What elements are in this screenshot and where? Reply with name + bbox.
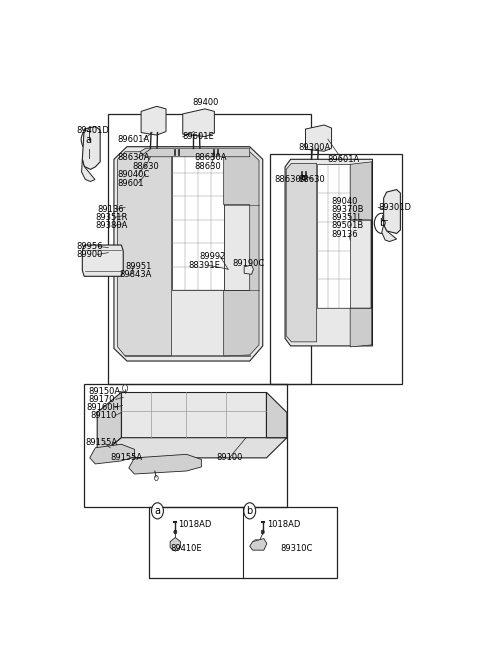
Polygon shape — [118, 152, 172, 356]
Polygon shape — [285, 159, 372, 346]
Polygon shape — [97, 392, 121, 458]
Text: 89136: 89136 — [332, 231, 358, 240]
Circle shape — [152, 503, 163, 519]
Circle shape — [226, 266, 230, 272]
Polygon shape — [141, 106, 166, 135]
Text: 89040C: 89040C — [118, 170, 150, 179]
Text: 89601: 89601 — [118, 179, 144, 187]
Polygon shape — [121, 392, 266, 438]
Text: 1018AD: 1018AD — [178, 521, 212, 529]
Text: b: b — [247, 506, 253, 516]
Text: 89100: 89100 — [216, 453, 242, 462]
Polygon shape — [286, 163, 317, 342]
Text: 1018AD: 1018AD — [267, 521, 301, 529]
Polygon shape — [97, 438, 287, 458]
Text: 89992: 89992 — [200, 252, 226, 261]
Polygon shape — [224, 149, 259, 356]
Polygon shape — [83, 245, 123, 276]
Text: 89150A: 89150A — [88, 387, 120, 396]
Polygon shape — [382, 225, 396, 242]
Ellipse shape — [172, 542, 179, 548]
Text: 88391E: 88391E — [188, 261, 220, 270]
Text: 89951: 89951 — [125, 262, 152, 271]
Text: 89501B: 89501B — [332, 221, 364, 230]
Text: 88630A: 88630A — [194, 153, 227, 162]
Polygon shape — [140, 148, 250, 157]
Ellipse shape — [253, 540, 264, 550]
Bar — [84, 384, 287, 507]
Bar — [108, 114, 311, 384]
Text: 89370B: 89370B — [332, 205, 364, 214]
Bar — [149, 507, 337, 578]
Polygon shape — [125, 355, 250, 356]
Text: 89170: 89170 — [88, 395, 114, 404]
Circle shape — [130, 272, 133, 277]
Circle shape — [174, 530, 177, 534]
Polygon shape — [114, 147, 263, 361]
Text: 89190C: 89190C — [232, 259, 264, 268]
Polygon shape — [129, 455, 202, 474]
Text: 89900: 89900 — [77, 250, 103, 259]
Text: 89300A: 89300A — [298, 143, 330, 152]
Polygon shape — [266, 392, 287, 438]
Text: 89155A: 89155A — [85, 438, 118, 447]
Circle shape — [155, 476, 158, 481]
Text: 88630A: 88630A — [274, 175, 306, 184]
Text: 89601E: 89601E — [183, 132, 215, 141]
Text: 88630: 88630 — [132, 162, 159, 172]
Text: 88630A: 88630A — [118, 153, 150, 162]
Circle shape — [122, 384, 128, 392]
Text: 89310C: 89310C — [281, 544, 313, 553]
Circle shape — [81, 130, 96, 150]
Polygon shape — [90, 444, 134, 464]
Polygon shape — [317, 164, 350, 308]
Text: a: a — [155, 506, 160, 516]
Text: 89301D: 89301D — [378, 202, 411, 212]
Polygon shape — [305, 125, 332, 151]
Text: 89400: 89400 — [192, 98, 218, 107]
Circle shape — [374, 214, 389, 233]
Circle shape — [129, 271, 132, 276]
Polygon shape — [250, 538, 267, 550]
Text: 89401D: 89401D — [77, 126, 109, 134]
Text: 88630: 88630 — [194, 162, 221, 172]
Circle shape — [261, 530, 264, 534]
Text: 89410E: 89410E — [171, 544, 203, 553]
Polygon shape — [82, 159, 95, 181]
Text: 89843A: 89843A — [120, 270, 152, 279]
Text: 89351R: 89351R — [96, 213, 128, 222]
Text: 89136: 89136 — [97, 205, 124, 214]
Circle shape — [244, 503, 256, 519]
Polygon shape — [172, 149, 224, 290]
Text: 89040: 89040 — [332, 196, 358, 206]
Polygon shape — [170, 538, 180, 551]
Text: 89155A: 89155A — [110, 453, 143, 462]
Text: 89380A: 89380A — [96, 221, 128, 230]
Text: 89601A: 89601A — [118, 135, 150, 143]
Polygon shape — [83, 126, 100, 170]
Text: a: a — [85, 135, 92, 145]
Text: 89160H: 89160H — [87, 403, 120, 412]
Circle shape — [92, 255, 101, 268]
Text: 89351L: 89351L — [332, 213, 363, 222]
Text: 89956: 89956 — [77, 242, 103, 251]
Polygon shape — [384, 189, 400, 233]
Polygon shape — [183, 109, 215, 137]
Circle shape — [318, 237, 323, 243]
Text: 89110: 89110 — [91, 411, 117, 420]
Text: 89601A: 89601A — [328, 155, 360, 164]
Circle shape — [318, 202, 323, 208]
Bar — [270, 155, 402, 384]
Polygon shape — [244, 265, 253, 274]
Circle shape — [202, 395, 208, 403]
Polygon shape — [350, 162, 372, 347]
Circle shape — [105, 255, 114, 268]
Text: 88630: 88630 — [298, 175, 325, 184]
Text: b: b — [379, 218, 385, 229]
